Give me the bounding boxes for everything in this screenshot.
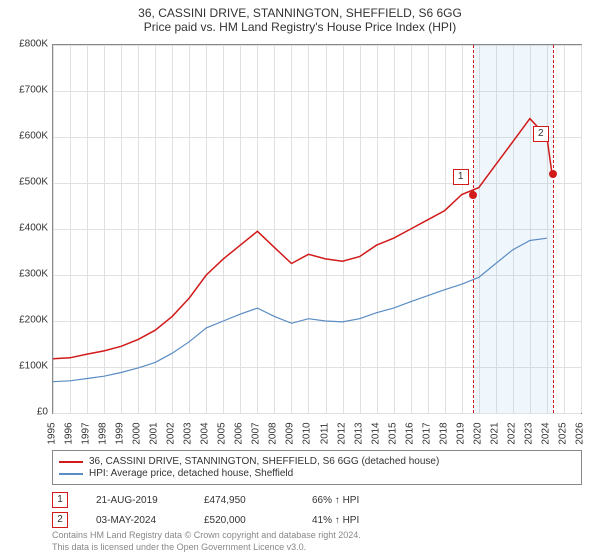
- x-tick-label: 2001: [149, 422, 160, 444]
- y-tick-label: £700K: [19, 85, 48, 96]
- legend-label: 36, CASSINI DRIVE, STANNINGTON, SHEFFIEL…: [89, 456, 439, 467]
- y-tick-label: £400K: [19, 223, 48, 234]
- x-tick-label: 2014: [370, 422, 381, 444]
- data-point-table: 1 21-AUG-2019 £474,950 66% ↑ HPI 2 03-MAY-202…: [52, 492, 582, 532]
- marker-label-2: 2: [533, 126, 549, 142]
- x-tick-label: 2026: [575, 422, 586, 444]
- data-point-id: 1: [52, 492, 68, 508]
- x-tick-label: 2003: [183, 422, 194, 444]
- data-point-id: 2: [52, 512, 68, 528]
- x-tick-label: 2013: [353, 422, 364, 444]
- x-tick-label: 2009: [285, 422, 296, 444]
- x-tick-label: 2015: [387, 422, 398, 444]
- x-tick-label: 2008: [268, 422, 279, 444]
- plot-area: 12: [52, 44, 582, 414]
- marker-label-1: 1: [453, 169, 469, 185]
- legend-swatch: [59, 461, 83, 463]
- data-point-date: 21-AUG-2019: [96, 495, 176, 506]
- x-tick-label: 1995: [47, 422, 58, 444]
- footer-attribution: Contains HM Land Registry data © Crown c…: [52, 530, 361, 553]
- marker-point-1: [469, 191, 477, 199]
- y-tick-label: £200K: [19, 315, 48, 326]
- x-tick-label: 2021: [489, 422, 500, 444]
- chart-container: 36, CASSINI DRIVE, STANNINGTON, SHEFFIEL…: [0, 0, 600, 560]
- y-tick-label: £600K: [19, 131, 48, 142]
- x-tick-label: 2020: [472, 422, 483, 444]
- data-point-pct: 41% ↑ HPI: [312, 515, 392, 526]
- footer-line1: Contains HM Land Registry data © Crown c…: [52, 530, 361, 542]
- x-tick-label: 2018: [438, 422, 449, 444]
- x-tick-label: 2010: [302, 422, 313, 444]
- x-tick-label: 2004: [200, 422, 211, 444]
- legend-item: 36, CASSINI DRIVE, STANNINGTON, SHEFFIEL…: [59, 456, 575, 467]
- legend-item: HPI: Average price, detached house, Shef…: [59, 468, 575, 479]
- x-tick-label: 2012: [336, 422, 347, 444]
- data-point-price: £474,950: [204, 495, 284, 506]
- x-tick-label: 1997: [81, 422, 92, 444]
- chart-subtitle: Price paid vs. HM Land Registry's House …: [0, 20, 600, 38]
- x-tick-label: 2016: [404, 422, 415, 444]
- x-tick-label: 1999: [115, 422, 126, 444]
- x-tick-label: 2025: [557, 422, 568, 444]
- legend: 36, CASSINI DRIVE, STANNINGTON, SHEFFIEL…: [52, 450, 582, 485]
- footer-line2: This data is licensed under the Open Gov…: [52, 542, 361, 554]
- x-tick-label: 2024: [540, 422, 551, 444]
- y-tick-label: £800K: [19, 39, 48, 50]
- data-point-row: 2 03-MAY-2024 £520,000 41% ↑ HPI: [52, 512, 582, 528]
- data-point-pct: 66% ↑ HPI: [312, 495, 392, 506]
- x-tick-label: 1996: [64, 422, 75, 444]
- x-tick-label: 2007: [251, 422, 262, 444]
- legend-label: HPI: Average price, detached house, Shef…: [89, 468, 293, 479]
- legend-swatch: [59, 473, 83, 475]
- x-tick-label: 1998: [98, 422, 109, 444]
- data-point-date: 03-MAY-2024: [96, 515, 176, 526]
- x-tick-label: 2022: [506, 422, 517, 444]
- chart-title: 36, CASSINI DRIVE, STANNINGTON, SHEFFIEL…: [0, 0, 600, 20]
- marker-point-2: [549, 170, 557, 178]
- y-tick-label: £500K: [19, 177, 48, 188]
- x-tick-label: 2006: [234, 422, 245, 444]
- series-lines: [53, 45, 581, 413]
- y-tick-label: £100K: [19, 361, 48, 372]
- y-tick-label: £0: [37, 407, 48, 418]
- x-tick-label: 2017: [421, 422, 432, 444]
- data-point-row: 1 21-AUG-2019 £474,950 66% ↑ HPI: [52, 492, 582, 508]
- x-tick-label: 2000: [132, 422, 143, 444]
- x-tick-label: 2002: [166, 422, 177, 444]
- x-tick-label: 2005: [217, 422, 228, 444]
- data-point-price: £520,000: [204, 515, 284, 526]
- x-tick-label: 2019: [455, 422, 466, 444]
- y-tick-label: £300K: [19, 269, 48, 280]
- x-tick-label: 2011: [319, 423, 330, 445]
- x-tick-label: 2023: [523, 422, 534, 444]
